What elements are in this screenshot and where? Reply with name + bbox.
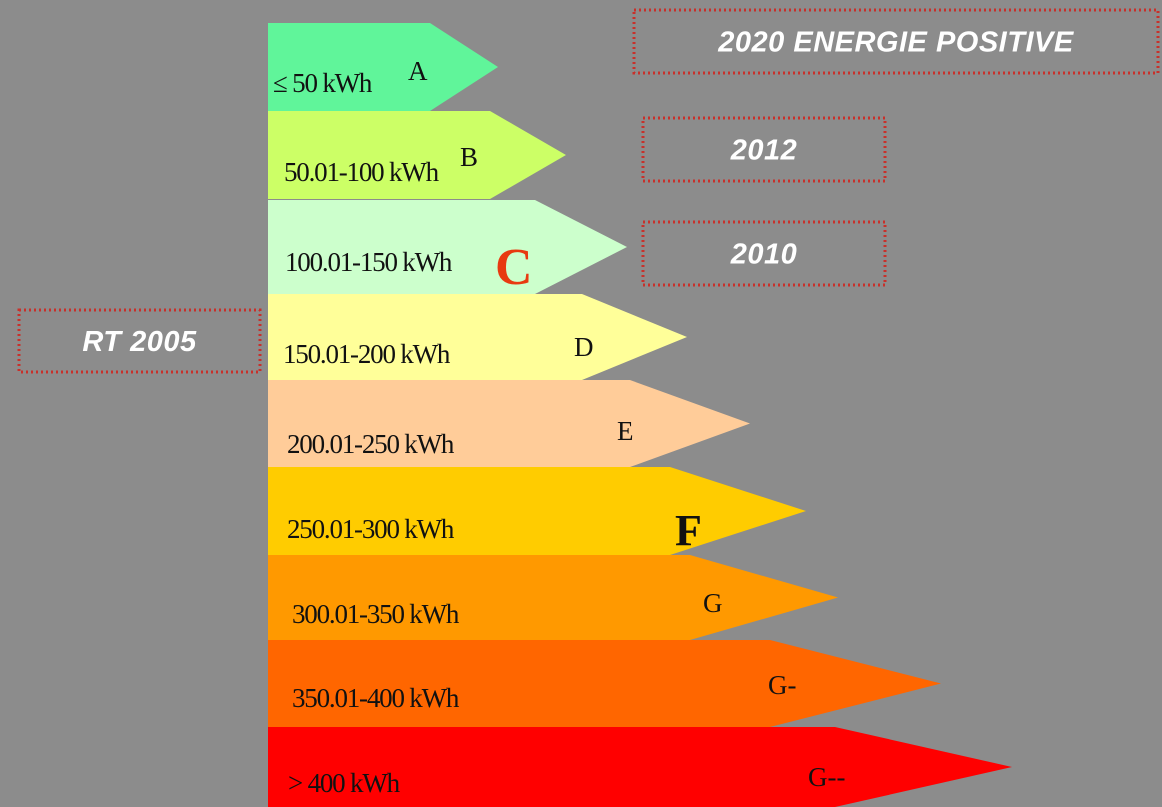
band-letter: G- bbox=[768, 670, 797, 700]
band-letter: C bbox=[495, 239, 533, 296]
tag-box: RT 2005 bbox=[17, 308, 262, 374]
band-range: 200.01-250 kWh bbox=[287, 429, 455, 459]
band: 350.01-400 kWh G- bbox=[268, 640, 941, 727]
band-arrow bbox=[268, 467, 806, 555]
band-arrow bbox=[268, 294, 687, 380]
band-letter: G bbox=[703, 588, 723, 618]
tag-box: 2010 bbox=[641, 220, 887, 287]
band: 300.01-350 kWh G bbox=[268, 555, 838, 640]
band-range: > 400 kWh bbox=[288, 768, 401, 798]
band-letter: B bbox=[460, 142, 478, 172]
tag-label: 2010 bbox=[730, 239, 798, 271]
band-range: 100.01-150 kWh bbox=[285, 247, 453, 277]
band-arrow bbox=[268, 200, 627, 294]
band: ≤ 50 kWh A bbox=[268, 23, 498, 111]
band-range: 150.01-200 kWh bbox=[283, 339, 451, 369]
band: 200.01-250 kWh E bbox=[268, 380, 750, 467]
band-arrow bbox=[268, 727, 1012, 807]
tag-box: 2012 bbox=[641, 116, 887, 183]
tag-box: 2020 ENERGIE POSITIVE bbox=[632, 8, 1160, 75]
band: 50.01-100 kWh B bbox=[268, 111, 566, 199]
tag-border bbox=[17, 308, 262, 374]
band-arrow bbox=[268, 23, 498, 111]
band: 100.01-150 kWh C bbox=[268, 200, 627, 296]
band-range: 300.01-350 kWh bbox=[292, 599, 460, 629]
band-range: ≤ 50 kWh bbox=[273, 68, 373, 98]
tag-border bbox=[641, 116, 887, 183]
band: > 400 kWh G-- bbox=[268, 727, 1012, 807]
band-letter: A bbox=[408, 56, 428, 86]
band-range: 250.01-300 kWh bbox=[287, 514, 455, 544]
band-arrow bbox=[268, 380, 750, 467]
band: 150.01-200 kWh D bbox=[268, 294, 687, 380]
band-letter: F bbox=[675, 506, 702, 555]
band-letter: D bbox=[574, 332, 594, 362]
band-arrow bbox=[268, 111, 566, 199]
tag-border bbox=[641, 220, 887, 287]
tag-label: 2012 bbox=[730, 135, 798, 167]
tag-label: 2020 ENERGIE POSITIVE bbox=[717, 27, 1075, 59]
band: 250.01-300 kWh F bbox=[268, 467, 806, 555]
band-arrow bbox=[268, 555, 838, 640]
band-range: 350.01-400 kWh bbox=[292, 683, 460, 713]
band-letter: G-- bbox=[808, 762, 845, 792]
tag-border bbox=[632, 8, 1160, 75]
tag-label: RT 2005 bbox=[82, 326, 197, 358]
band-arrow bbox=[268, 640, 941, 727]
band-letter: E bbox=[617, 416, 634, 446]
band-range: 50.01-100 kWh bbox=[284, 157, 440, 187]
